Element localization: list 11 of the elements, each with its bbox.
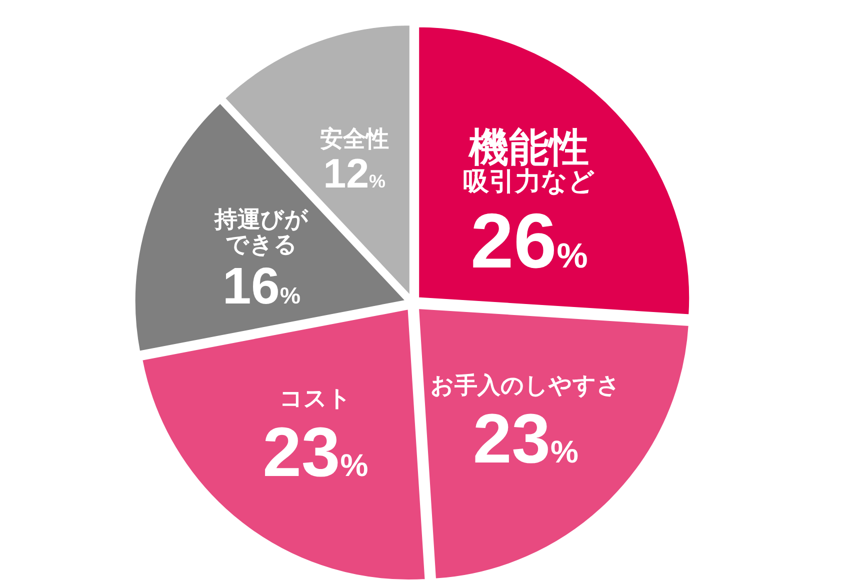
data-label: 26% — [470, 198, 588, 284]
slice: コスト 23% — [140, 308, 427, 582]
slice: 機能性 吸引力など 26% — [417, 25, 691, 316]
slice: お手入のしやすさ 23% — [416, 306, 690, 580]
slice-label: お手入のしやすさ — [430, 372, 621, 398]
slice-label: コスト — [279, 385, 352, 412]
slice-label: 持運びができる — [213, 206, 308, 258]
data-label: 12% — [323, 150, 386, 197]
slice-label: 安全性 — [320, 125, 389, 152]
data-label: 23% — [262, 412, 368, 491]
data-label: 23% — [472, 400, 579, 478]
